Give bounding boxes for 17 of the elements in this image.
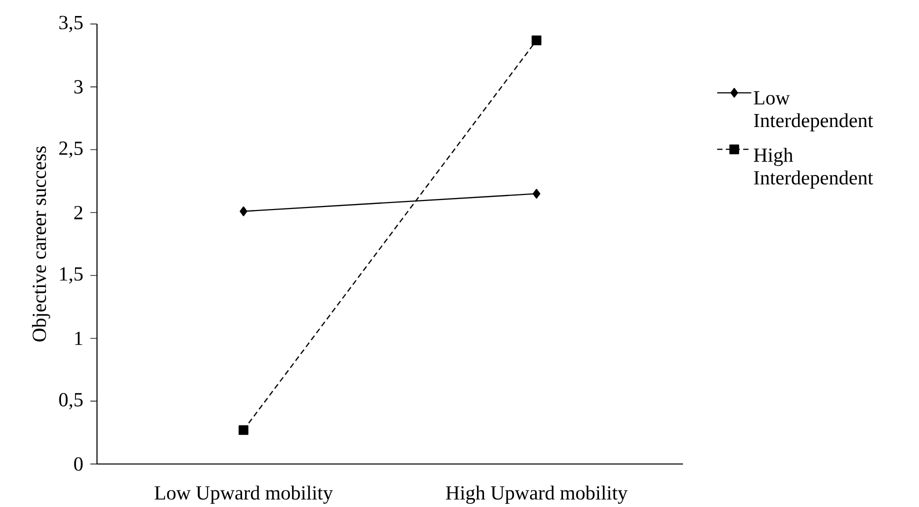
y-tick-label: 3,5 — [59, 16, 83, 32]
y-tick-label: 2 — [74, 206, 82, 220]
y-tick-label: 1,5 — [60, 267, 83, 284]
legend-label: High Interdependent — [754, 148, 874, 189]
point — [532, 35, 542, 46]
legend-label: Low Interdependent — [754, 91, 874, 132]
y-tick-label: 2,5 — [59, 142, 83, 158]
y-tick-label: 1 — [75, 332, 82, 345]
point — [240, 206, 248, 216]
point — [532, 188, 540, 199]
y-tick-label: 0,5 — [59, 392, 83, 410]
y-tick-label: 3 — [74, 80, 83, 94]
x-tick-label: Low Upward mobility — [154, 486, 333, 504]
y-tick-label: 0 — [74, 457, 83, 471]
y-axis-title: Objective career success — [32, 146, 50, 342]
point — [238, 425, 248, 435]
x-tick-label: High Upward mobility — [446, 486, 628, 504]
